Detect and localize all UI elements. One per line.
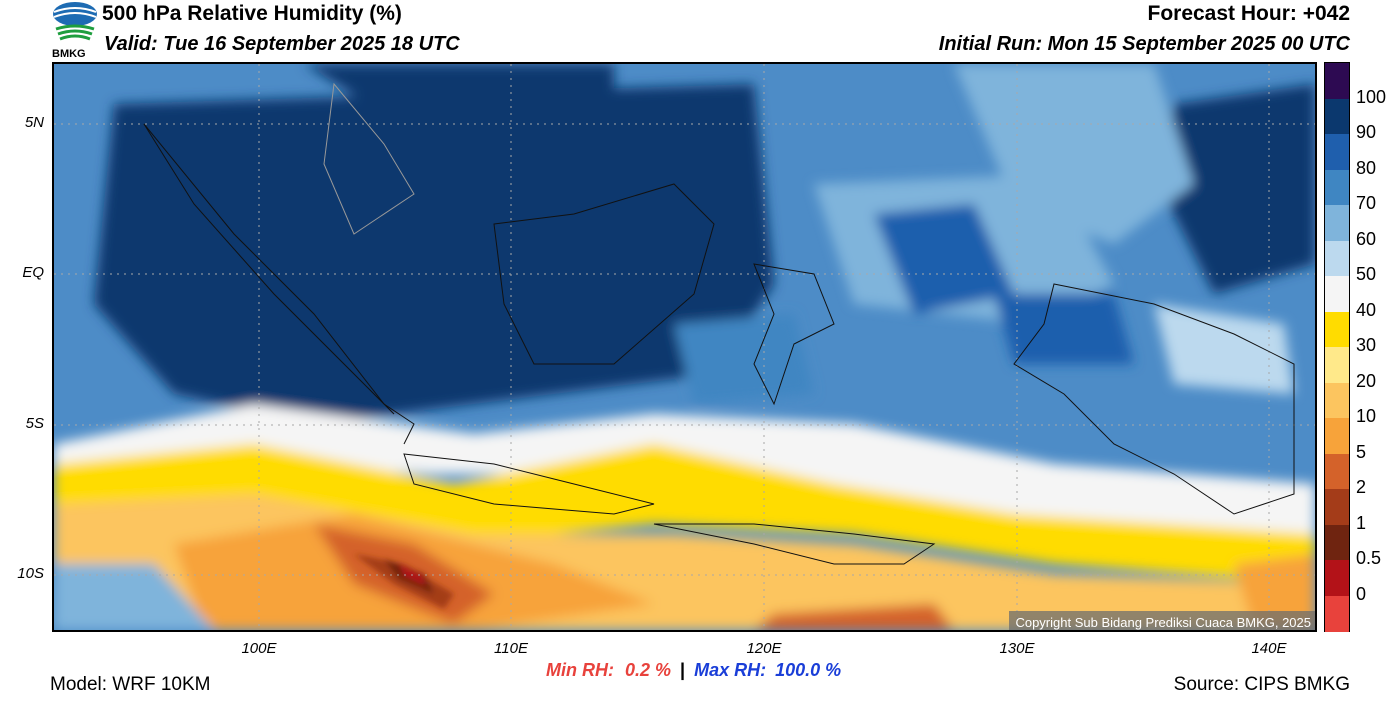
lon-label-100e: 100E [241, 640, 277, 657]
copyright-note: Copyright Sub Bidang Prediksi Cuaca BMKG… [1009, 611, 1315, 630]
colorbar-segment [1325, 169, 1349, 206]
max-rh-value: 100.0 % [775, 660, 842, 680]
colorbar-segment [1325, 240, 1349, 277]
lon-label-130e: 130E [999, 640, 1035, 657]
colorbar-label: 30 [1356, 335, 1377, 355]
bmkg-logo [50, 0, 100, 60]
colorbar-segment [1325, 205, 1349, 241]
lon-label-140e: 140E [1251, 640, 1287, 657]
colorbar-segment [1325, 134, 1349, 170]
forecast-hour: Forecast Hour: +042 [1147, 2, 1351, 25]
colorbar-segment [1325, 560, 1349, 596]
colorbar-label: 0 [1356, 583, 1367, 604]
source-label: Source: CIPS BMKG [1173, 674, 1350, 695]
colorbar-segment [1325, 382, 1349, 419]
lon-label-110e: 110E [494, 640, 528, 657]
colorbar-label: 80 [1356, 157, 1377, 178]
colorbar-label: 100 [1356, 86, 1387, 107]
valid-time: Valid: Tue 16 September 2025 18 UTC [104, 33, 460, 55]
rh-stats: Min RH: 0.2 % | Max RH: 100.0 % [546, 660, 841, 681]
colorbar-label: 50 [1356, 264, 1377, 284]
colorbar-segment [1325, 489, 1349, 525]
lat-label-10s: 10S [17, 565, 44, 582]
colorbar-label: 1 [1356, 512, 1367, 533]
colorbar-label: 70 [1356, 193, 1377, 213]
colorbar [1324, 62, 1350, 632]
colorbar-label: 10 [1356, 406, 1377, 426]
colorbar-label: 60 [1356, 228, 1377, 249]
colorbar-segment [1325, 276, 1349, 312]
lat-label-5s: 5S [25, 415, 44, 432]
stats-separator: | [680, 660, 686, 680]
colorbar-segment [1325, 418, 1349, 454]
colorbar-segment [1325, 453, 1349, 490]
colorbar-label: 0.5 [1356, 548, 1382, 568]
colorbar-label: 2 [1356, 477, 1367, 497]
colorbar-segment [1325, 524, 1349, 561]
lat-label-5n: 5N [24, 114, 44, 131]
colorbar-segment [1325, 98, 1349, 135]
lat-label-eq: EQ [22, 264, 44, 281]
colorbar-segment [1325, 595, 1349, 632]
colorbar-label: 40 [1356, 299, 1377, 320]
colorbar-segment [1325, 347, 1349, 383]
humidity-map: Copyright Sub Bidang Prediksi Cuaca BMKG… [52, 62, 1317, 632]
colorbar-segment [1325, 311, 1349, 348]
model-label: Model: WRF 10KM [50, 674, 211, 695]
chart-title: 500 hPa Relative Humidity (%) [102, 2, 402, 25]
lon-label-120e: 120E [746, 640, 782, 657]
colorbar-label: 90 [1356, 122, 1377, 142]
min-rh-value: 0.2 % [625, 660, 672, 680]
initial-run: Initial Run: Mon 15 September 2025 00 UT… [938, 33, 1350, 55]
logo-text: BMKG [52, 48, 86, 60]
min-rh-label: Min RH: [546, 660, 614, 680]
colorbar-segment [1325, 63, 1349, 99]
colorbar-label: 20 [1356, 370, 1377, 391]
colorbar-label: 5 [1356, 441, 1367, 462]
max-rh-label: Max RH: [694, 660, 767, 680]
